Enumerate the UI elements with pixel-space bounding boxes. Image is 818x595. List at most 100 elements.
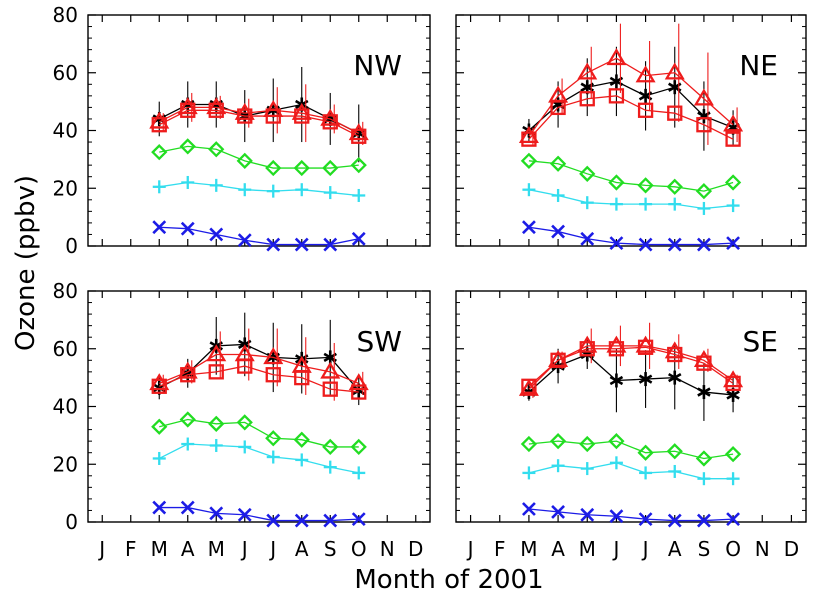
data-point-triangle [320, 361, 341, 379]
data-point-plus [295, 183, 309, 197]
x-tick-label: M [579, 537, 596, 561]
data-point-plus [639, 466, 653, 480]
data-point-plus [238, 183, 252, 197]
data-point-diamond [695, 450, 713, 467]
data-point-x [667, 237, 682, 252]
x-tick-label: M [208, 537, 225, 561]
series-line [159, 365, 359, 393]
data-point-x [551, 504, 566, 519]
data-point-x [609, 509, 624, 524]
data-point-square [608, 88, 625, 104]
panel-se: J F M A M J J A S O N DSE [455, 290, 807, 561]
data-point-diamond [549, 155, 567, 172]
x-tick-label: A [668, 537, 682, 561]
data-point-square [208, 364, 224, 380]
data-point-square [637, 339, 654, 355]
data-point-diamond [350, 157, 367, 174]
data-point-x [580, 231, 595, 246]
data-point-diamond [208, 141, 225, 158]
data-point-plus [323, 460, 337, 474]
x-tick-label: A [295, 537, 309, 561]
data-point-square [322, 381, 338, 397]
data-point-square [667, 346, 683, 363]
data-point-diamond [520, 152, 538, 169]
series-x-blue [521, 220, 741, 252]
series-x-blue [521, 502, 741, 528]
data-point-diamond [236, 152, 253, 169]
data-point-asterisk [697, 385, 711, 400]
series-asterisk-black [522, 340, 740, 421]
data-point-triangle [234, 102, 255, 120]
data-point-square [294, 108, 310, 124]
series-x-blue [152, 500, 366, 528]
data-point-diamond [549, 433, 567, 450]
series-plus-cyan [522, 456, 740, 486]
x-tick-label: N [380, 537, 395, 561]
data-point-plus [580, 462, 594, 476]
series-line [528, 57, 734, 137]
data-point-triangle [693, 350, 714, 368]
data-point-x [521, 220, 536, 235]
x-tick-label: O [725, 537, 741, 561]
data-point-triangle [348, 123, 369, 141]
data-point-triangle [723, 370, 744, 388]
data-point-triangle [177, 97, 198, 115]
data-point-x [351, 231, 366, 246]
data-point-square [208, 102, 224, 118]
data-point-plus [295, 453, 309, 467]
data-point-asterisk [638, 372, 653, 387]
y-tick-label: 40 [53, 119, 78, 143]
series-line [158, 443, 359, 474]
data-point-diamond [293, 431, 310, 448]
data-point-diamond [724, 446, 742, 463]
series-diamond-green [520, 152, 742, 200]
data-point-x [266, 237, 281, 252]
data-point-x [580, 507, 595, 522]
data-point-x [609, 236, 624, 251]
data-point-plus [551, 459, 565, 473]
data-point-triangle [693, 88, 714, 106]
data-point-plus [580, 196, 594, 210]
data-point-square [696, 117, 712, 133]
data-point-diamond [666, 178, 683, 195]
data-point-plus [639, 197, 653, 211]
data-point-diamond [236, 414, 253, 431]
series-square-red [521, 88, 741, 147]
x-tick-label: A [181, 537, 195, 561]
data-point-x [638, 512, 653, 527]
data-point-square [322, 114, 338, 130]
x-tick-label: J [268, 537, 276, 561]
series-line [528, 346, 734, 387]
series-line [528, 353, 734, 396]
x-tick-label: D [408, 537, 423, 561]
data-point-x [323, 237, 338, 252]
x-axis-label: Month of 2001 [354, 565, 543, 595]
data-point-square [151, 378, 167, 394]
data-point-square [180, 102, 196, 118]
series-diamond-green [151, 138, 367, 177]
data-point-triangle [577, 62, 598, 80]
y-tick-label: 0 [65, 510, 78, 534]
y-tick-label: 80 [53, 3, 78, 27]
x-tick-label: J [611, 537, 619, 561]
y-tick-label: 40 [53, 395, 78, 419]
data-point-x [667, 513, 682, 528]
data-point-diamond [350, 438, 367, 456]
data-point-diamond [322, 159, 339, 177]
x-tick-label: N [755, 537, 770, 561]
data-point-square [667, 105, 683, 121]
data-point-triangle [664, 341, 685, 359]
series-plus-cyan [152, 437, 366, 480]
panel-title: SW [357, 325, 402, 358]
data-point-triangle [149, 111, 170, 129]
data-point-plus [209, 438, 223, 452]
data-point-plus [266, 184, 280, 198]
data-point-plus [152, 451, 166, 465]
data-point-plus [726, 472, 740, 486]
y-tick-label: 20 [53, 176, 78, 200]
data-point-triangle [348, 373, 369, 391]
x-tick-label: M [520, 537, 537, 561]
